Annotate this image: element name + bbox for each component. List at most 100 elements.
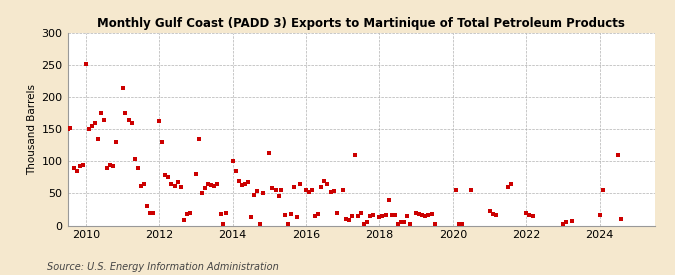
Point	[362, 220, 373, 224]
Point	[108, 164, 119, 168]
Point	[402, 214, 412, 218]
Point	[356, 210, 367, 215]
Point	[386, 212, 397, 217]
Point	[414, 212, 425, 216]
Point	[138, 182, 149, 186]
Point	[92, 137, 103, 141]
Point	[246, 214, 256, 219]
Point	[270, 188, 281, 192]
Point	[502, 185, 513, 189]
Point	[267, 186, 277, 191]
Point	[383, 198, 394, 202]
Point	[377, 214, 388, 218]
Point	[130, 157, 140, 162]
Point	[111, 140, 122, 144]
Point	[62, 127, 73, 131]
Point	[322, 182, 333, 186]
Point	[316, 185, 327, 189]
Point	[304, 190, 315, 194]
Point	[310, 214, 321, 218]
Point	[506, 182, 516, 186]
Point	[74, 164, 85, 168]
Point	[340, 217, 351, 221]
Point	[172, 180, 183, 184]
Point	[344, 218, 354, 222]
Point	[50, 127, 61, 131]
Point	[142, 204, 153, 208]
Point	[616, 217, 626, 221]
Point	[411, 210, 422, 215]
Point	[90, 121, 101, 125]
Point	[47, 109, 57, 114]
Point	[292, 215, 302, 219]
Point	[175, 185, 186, 189]
Point	[248, 192, 259, 197]
Point	[209, 183, 220, 188]
Point	[457, 222, 468, 226]
Point	[338, 188, 348, 192]
Point	[313, 212, 323, 216]
Point	[417, 213, 428, 218]
Point	[184, 210, 195, 215]
Point	[126, 121, 137, 125]
Point	[429, 222, 440, 226]
Point	[294, 182, 305, 186]
Point	[613, 153, 624, 157]
Point	[254, 222, 265, 226]
Point	[484, 209, 495, 214]
Point	[346, 214, 357, 218]
Title: Monthly Gulf Coast (PADD 3) Exports to Martinique of Total Petroleum Products: Monthly Gulf Coast (PADD 3) Exports to M…	[97, 17, 625, 31]
Point	[240, 182, 250, 186]
Point	[560, 220, 571, 224]
Point	[264, 151, 275, 155]
Point	[65, 126, 76, 130]
Y-axis label: Thousand Barrels: Thousand Barrels	[28, 84, 37, 175]
Point	[558, 222, 568, 226]
Point	[182, 212, 192, 216]
Point	[365, 214, 376, 218]
Point	[328, 189, 339, 193]
Point	[86, 124, 97, 128]
Point	[466, 187, 477, 192]
Point	[288, 185, 299, 189]
Point	[358, 222, 369, 226]
Point	[307, 188, 318, 192]
Point	[521, 210, 532, 215]
Point	[72, 169, 82, 173]
Point	[221, 210, 232, 215]
Point	[353, 214, 364, 218]
Point	[84, 127, 95, 131]
Point	[276, 188, 287, 192]
Point	[169, 183, 180, 188]
Point	[236, 183, 247, 187]
Point	[80, 62, 91, 67]
Point	[300, 188, 311, 192]
Point	[148, 210, 159, 215]
Point	[331, 210, 342, 215]
Point	[399, 220, 410, 224]
Point	[227, 159, 238, 164]
Point	[450, 188, 461, 192]
Point	[597, 188, 608, 192]
Point	[389, 213, 400, 218]
Point	[163, 175, 174, 180]
Point	[368, 213, 379, 218]
Point	[230, 169, 241, 173]
Point	[154, 119, 165, 123]
Point	[144, 211, 155, 216]
Point	[202, 182, 213, 186]
Point	[212, 182, 223, 186]
Point	[53, 170, 63, 174]
Point	[132, 166, 143, 170]
Point	[78, 162, 88, 167]
Point	[136, 183, 146, 188]
Point	[426, 212, 437, 216]
Point	[190, 172, 201, 176]
Point	[96, 111, 107, 116]
Point	[105, 162, 116, 167]
Point	[491, 213, 502, 218]
Point	[59, 126, 70, 131]
Point	[273, 194, 284, 198]
Point	[279, 213, 290, 218]
Point	[200, 186, 211, 191]
